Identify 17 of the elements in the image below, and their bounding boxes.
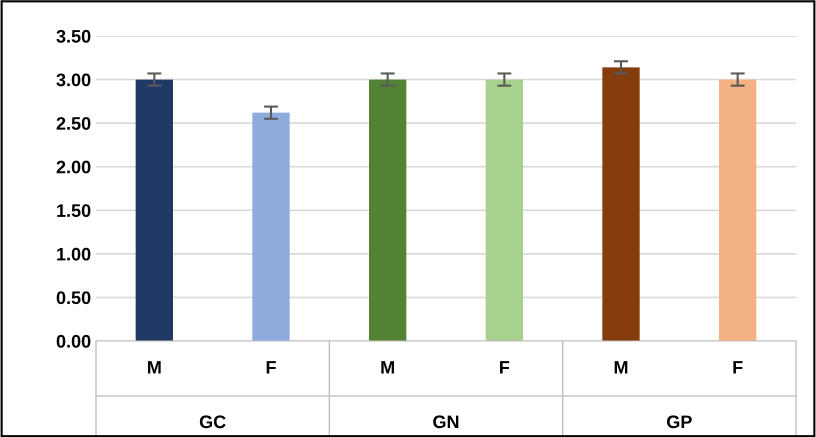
x-tick-label: F [266, 361, 276, 374]
text: GN [433, 415, 458, 428]
y-tick-label: 3.50 [56, 30, 90, 43]
y-tick-label: 1.50 [57, 204, 90, 218]
text: GC [200, 415, 226, 428]
y-tick-label: 1.00 [57, 248, 90, 261]
x-tick-label: M [148, 361, 161, 374]
y-tick-label: 0.50 [56, 291, 90, 304]
x-tick-label: F [733, 361, 743, 374]
y-tick-label: 3.00 [56, 74, 90, 86]
x-tick-label: F [500, 361, 510, 374]
y-tick-label: 2.50 [56, 117, 90, 130]
y-tick-label: 2.00 [56, 160, 90, 174]
x-tick-label: M [614, 361, 628, 374]
text: GP [667, 415, 692, 428]
y-tick-label: 0.00 [56, 334, 90, 348]
x-tick-label: M [381, 361, 394, 374]
